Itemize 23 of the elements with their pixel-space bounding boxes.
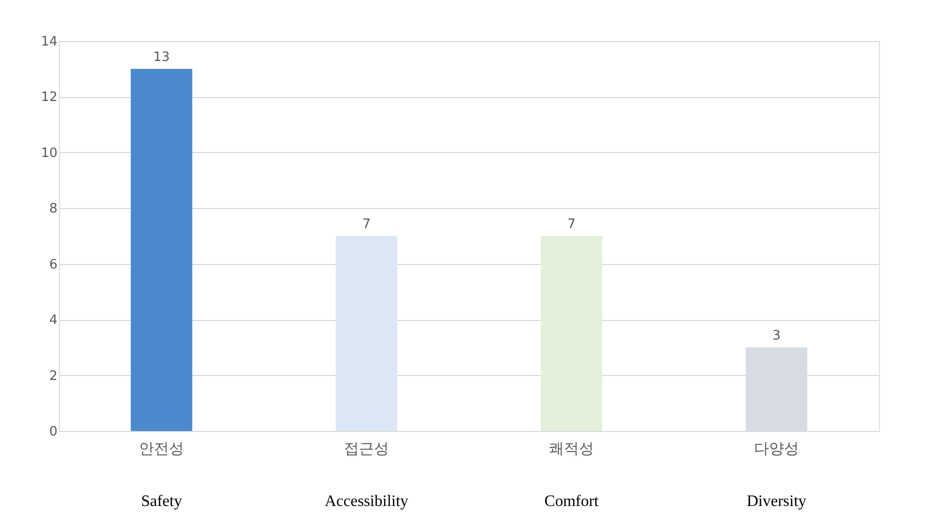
bar — [336, 236, 398, 431]
bar — [540, 236, 602, 431]
y-tick-label: 4 — [49, 313, 58, 328]
text: Safety — [141, 493, 182, 510]
data-label: 7 — [362, 217, 371, 232]
y-tick-label: 0 — [49, 424, 58, 440]
y-tick-label: 8 — [49, 202, 58, 217]
y-tick-label: 14 — [40, 34, 58, 50]
x-tick-label: 다양성 — [754, 440, 799, 458]
y-tick-label: 6 — [49, 257, 58, 272]
x-tick-label: 쾌적성 — [549, 440, 594, 458]
data-label: 13 — [153, 50, 170, 65]
y-tick-label: 10 — [40, 146, 58, 161]
text: Accessibility — [324, 493, 408, 510]
bar — [130, 68, 192, 431]
y-tick-label: 12 — [40, 90, 58, 106]
data-label: 7 — [567, 217, 576, 232]
x-tick-label: 접근성 — [344, 440, 389, 458]
text: Diversity — [746, 493, 806, 510]
text: Comfort — [544, 493, 600, 510]
data-label: 3 — [772, 328, 781, 344]
x-tick-label: 안전성 — [139, 440, 184, 458]
y-tick-label: 2 — [49, 368, 58, 384]
